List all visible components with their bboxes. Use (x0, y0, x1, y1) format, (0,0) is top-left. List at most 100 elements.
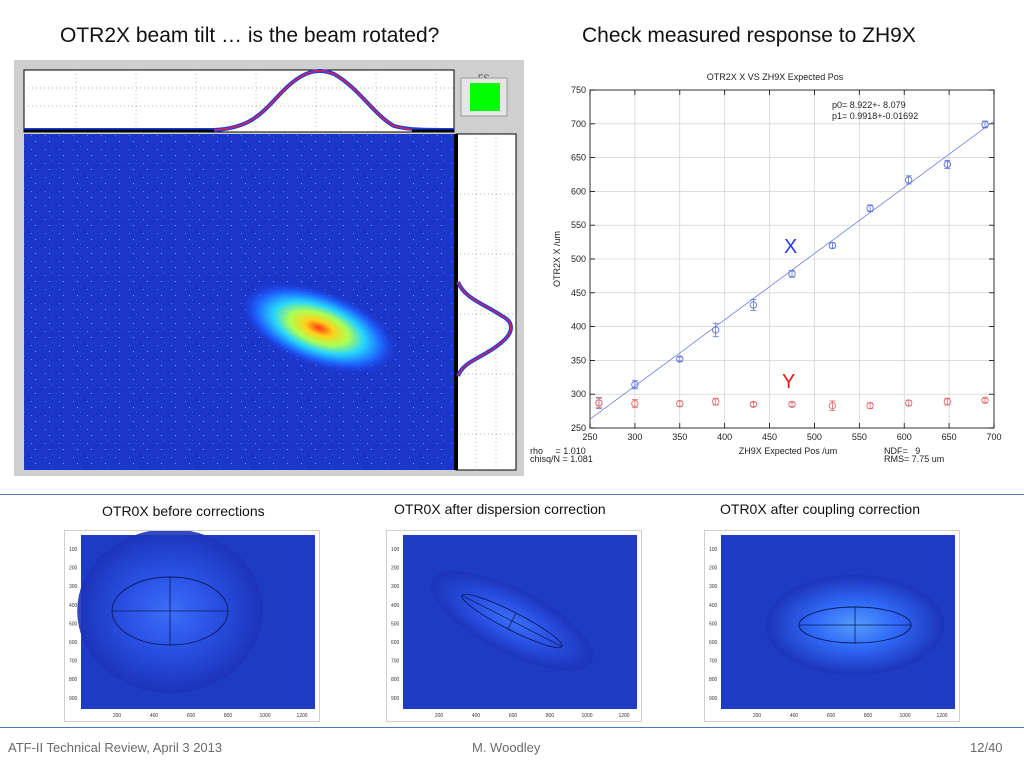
x-profile-fit (213, 70, 413, 131)
thumb-x-tick-label: 200 (113, 713, 122, 719)
thumb-minor-axis (507, 612, 517, 630)
data-point-x (788, 270, 796, 278)
x-tick-label: 550 (852, 432, 867, 442)
y-tick-label: 550 (571, 220, 586, 230)
thumbnail-dispersion: 100 200 300 400 500 600 700 800 900 200 400 600 800 1… (386, 530, 642, 722)
thumb-x-tick-label: 400 (472, 713, 481, 719)
thumb-x-tick-label: 1200 (296, 713, 307, 719)
footer-center: M. Woodley (472, 740, 541, 755)
x-tick-label: 450 (762, 432, 777, 442)
footer-page-number: 12/40 (970, 740, 1003, 755)
thumb-y-tick-label: 400 (709, 603, 718, 609)
data-point-x (943, 160, 951, 169)
footer-left: ATF-II Technical Review, April 3 2013 (8, 740, 223, 755)
data-point-y (828, 402, 837, 410)
x-tick-label: 300 (627, 432, 642, 442)
footer-separator (0, 727, 1024, 728)
data-point-x (981, 120, 989, 129)
thumb-y-tick-label: 300 (391, 584, 400, 590)
thumb-y-tick-label: 500 (391, 621, 400, 627)
x-tick-label: 350 (672, 432, 687, 442)
left-title: OTR2X beam tilt … is the beam rotated? (60, 24, 440, 47)
x-tick-label: 400 (717, 432, 732, 442)
thumb-x-tick-label: 600 (187, 713, 196, 719)
y-tick-label: 450 (571, 288, 586, 298)
thumb-y-tick-label: 700 (69, 659, 78, 665)
thumb-x-tick-label: 800 (546, 713, 555, 719)
stat-chisq: chisq/N = 1.081 (530, 454, 593, 464)
data-point-x (676, 355, 684, 363)
thumb-y-tick-label: 200 (69, 566, 78, 572)
grid (590, 90, 994, 428)
thumb-y-tick-label: 700 (391, 659, 400, 665)
y-tick-label: 500 (571, 254, 586, 264)
x-tick-label: 250 (582, 432, 597, 442)
response-chart: OTR2X X VS ZH9X Expected Pos 250 300 350 40… (530, 72, 1002, 464)
thumb-x-tick-label: 200 (435, 713, 444, 719)
thumb-y-tick-label: 800 (709, 677, 718, 683)
y-profile-fit (457, 281, 512, 377)
thumb-y-tick-label: 200 (391, 566, 400, 572)
stat-chisq-value: 1.081 (570, 454, 593, 464)
thumb-y-tick-label: 600 (391, 640, 400, 646)
stat-ndf-value: 9 (915, 446, 920, 456)
data-point-y (788, 400, 796, 408)
thumb-caption-2: OTR0X after dispersion correction (394, 501, 606, 517)
x-tick-label: 700 (986, 432, 1001, 442)
thumb-y-tick-label: 300 (709, 584, 718, 590)
data-point-y (905, 399, 913, 407)
thumb-y-tick-label: 700 (709, 659, 718, 665)
thumb-y-tick-label: 100 (709, 547, 718, 553)
thumb-y-tick-label: 200 (709, 566, 718, 572)
thumbnail-coupling: 100 200 300 400 500 600 700 800 900 200 400 600 800 1… (704, 530, 960, 722)
thumb-y-tick-label: 100 (391, 547, 400, 553)
beam-spot (240, 282, 398, 374)
y-tick-label: 400 (571, 322, 586, 332)
y-tick-label: 350 (571, 355, 586, 365)
x-tick-label: 500 (807, 432, 822, 442)
data-point-x (866, 204, 874, 212)
thumb-caption-1: OTR0X before corrections (102, 503, 265, 519)
thumb-x-tick-label: 400 (790, 713, 799, 719)
thumb-x-tick-label: 800 (864, 713, 873, 719)
thumb-x-tick-label: 1000 (899, 713, 910, 719)
stat-rms: RMS= 7.75 um (884, 454, 944, 464)
y-tick-label: 300 (571, 389, 586, 399)
data-point-y (676, 400, 684, 408)
series-y-annotation: Y (782, 371, 795, 393)
x-axis: 250 300 350 400 450 500 550 600 650 700 (582, 90, 1002, 442)
thumb-x-tick-label: 600 (827, 713, 836, 719)
y-tick-label: 750 (571, 85, 586, 95)
x-tick-label: 650 (942, 432, 957, 442)
fit-p1: p1= 0.9918+-0.01692 (832, 111, 918, 121)
thumb-y-tick-label: 100 (69, 547, 78, 553)
thumb-x-tick-label: 1200 (936, 713, 947, 719)
thumb-x-tick-label: 800 (224, 713, 233, 719)
thumb-x-tick-label: 400 (150, 713, 159, 719)
y-tick-label: 700 (571, 119, 586, 129)
x-tick-label: 600 (897, 432, 912, 442)
data-point-y (631, 400, 639, 408)
thumb-y-tick-label: 900 (69, 696, 78, 702)
thumb-x-tick-label: 1000 (581, 713, 592, 719)
y-profile-plot (455, 133, 517, 471)
data-point-x (712, 326, 720, 334)
camera-panel: FS (14, 60, 524, 476)
thumb-x-tick-label: 200 (753, 713, 762, 719)
series-x-annotation: X (784, 236, 797, 258)
stat-rms-value: 7.75 um (912, 454, 945, 464)
data-point-x (905, 176, 913, 184)
thumb-y-tick-label: 900 (391, 696, 400, 702)
thumb-y-tick-label: 800 (391, 677, 400, 683)
thumb-y-tick-label: 400 (69, 603, 78, 609)
y-tick-label: 250 (571, 423, 586, 433)
data-point-x (828, 241, 837, 250)
stat-ndf: NDF= 9 (884, 446, 920, 456)
chart-title: OTR2X X VS ZH9X Expected Pos (707, 72, 844, 82)
x-axis-label: ZH9X Expected Pos /um (739, 446, 838, 456)
camera-image (24, 134, 454, 470)
thumb-y-tick-label: 500 (69, 621, 78, 627)
data-point-y (595, 399, 603, 407)
data-point-y (981, 396, 989, 404)
thumb-y-tick-label: 500 (709, 621, 718, 627)
